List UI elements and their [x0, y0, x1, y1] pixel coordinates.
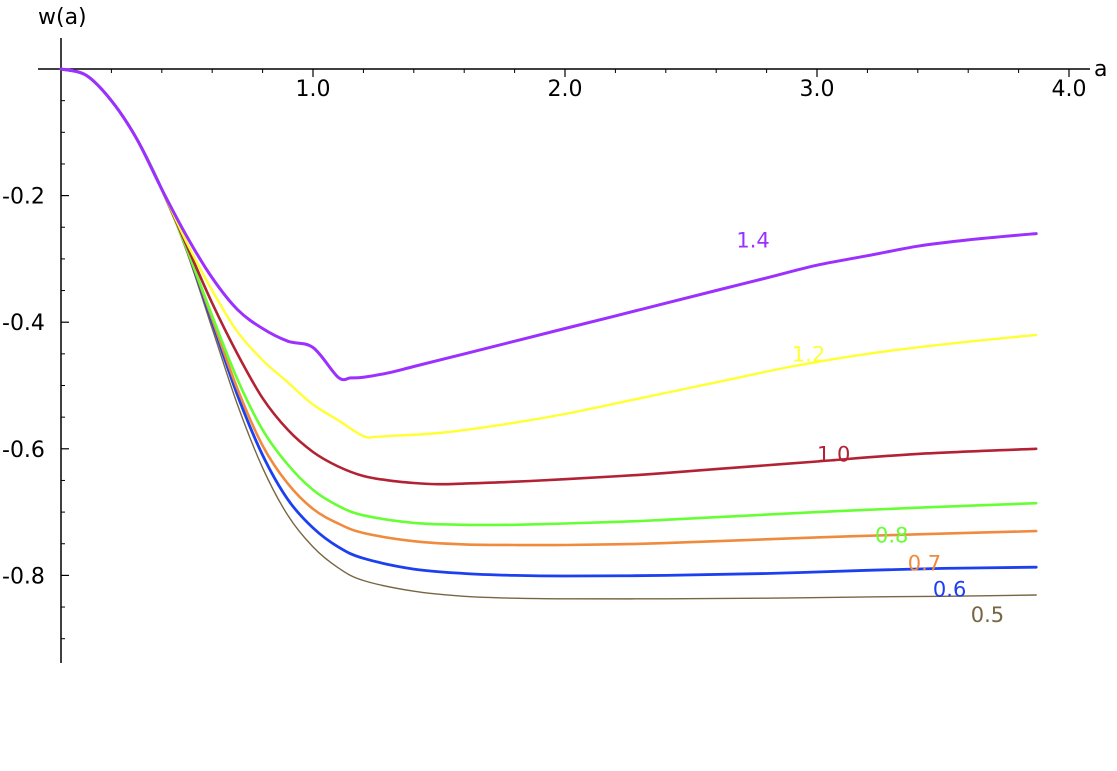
y-tick-label: -0.6: [2, 438, 45, 463]
y-axis-title: w(a): [38, 5, 87, 30]
x-minor-ticks: [110, 69, 1020, 73]
series-label-1-0: 1.0: [817, 442, 850, 466]
series-line-1-2: [59, 67, 1038, 439]
y-ticks: -0.2 -0.4 -0.6 -0.8: [2, 185, 69, 589]
axes: 1.0 2.0 3.0 4.0 -0.2 -0.4 -0.6 -0.8 a w(a): [2, 5, 1107, 663]
series-layer: [59, 67, 1038, 600]
y-tick-label: -0.4: [2, 311, 45, 336]
series-line-1-0: [59, 67, 1038, 486]
y-minor-ticks: [61, 100, 65, 640]
series-labels: 1.4 1.2 1.0 0.80.70.60.5: [736, 229, 1004, 628]
series-label-0-5: 0.5: [971, 603, 1004, 627]
series-line-0-7: [59, 67, 1038, 547]
series-label-0-6: 0.6: [933, 577, 966, 601]
x-tick-label: 3.0: [800, 77, 835, 102]
y-tick-label: -0.2: [2, 185, 45, 210]
series-label-1-4: 1.4: [736, 229, 769, 253]
x-ticks: 1.0 2.0 3.0 4.0: [296, 69, 1087, 102]
series-line-0-6: [59, 67, 1038, 578]
series-line-1-4: [59, 67, 1038, 382]
series-label-0-7: 0.7: [908, 551, 941, 575]
x-axis-title: a: [1094, 57, 1107, 82]
x-tick-label: 1.0: [296, 77, 331, 102]
y-tick-label: -0.8: [2, 564, 45, 589]
series-label-0-8: 0.8: [875, 523, 908, 547]
x-tick-label: 2.0: [548, 77, 583, 102]
x-tick-label: 4.0: [1052, 77, 1087, 102]
series-label-1-2: 1.2: [792, 342, 825, 366]
